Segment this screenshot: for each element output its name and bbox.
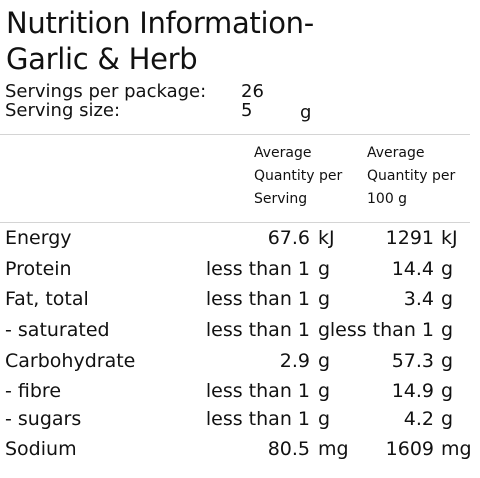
per-serving-value: 2.9 (279, 350, 310, 372)
table-row: Sodium 80.5 mg 1609 mg (0, 434, 480, 464)
table-row: Protein less than 1 g 14.4 g (0, 254, 480, 284)
per-serving-value: less than 1 (205, 380, 310, 402)
per-serving-value: 67.6 (267, 227, 310, 249)
per-100g-unit: kJ (441, 227, 458, 249)
per-100g-value: 14.4 (391, 258, 434, 280)
per-serving-unit: kJ (318, 227, 335, 249)
per-100g-unit: g (441, 408, 454, 430)
per-serving-value: less than 1 (205, 319, 310, 341)
per-100g-value: 3.4 (403, 288, 434, 310)
panel-title-line-2: Garlic & Herb (6, 42, 198, 76)
per-serving-unit: g (318, 288, 331, 310)
serving-size-value: 5 (241, 100, 253, 121)
per-100g-value: 1291 (385, 227, 434, 249)
nutrient-name: - fibre (5, 380, 62, 402)
per-100g-value: 1609 (385, 438, 434, 460)
per-100g-value: 4.2 (403, 408, 434, 430)
column-header-per-100g: Average Quantity per 100 g (367, 145, 456, 207)
per-serving-value: less than 1 (205, 258, 310, 280)
nutrient-name: Energy (5, 227, 72, 249)
table-row: Fat, total less than 1 g 3.4 g (0, 284, 480, 314)
divider-top (0, 134, 470, 135)
per-serving-unit: g (318, 258, 331, 280)
divider-header (0, 222, 470, 223)
serving-size-unit: g (300, 102, 312, 123)
per-100g-unit: g (441, 319, 454, 341)
per-serving-value: less than 1 (205, 288, 310, 310)
table-row: - sugars less than 1 g 4.2 g (0, 404, 480, 434)
table-row: - fibre less than 1 g 14.9 g (0, 376, 480, 406)
nutrient-name: Protein (5, 258, 72, 280)
nutrient-name: - sugars (5, 408, 82, 430)
servings-per-package-label: Servings per package: (5, 81, 207, 102)
per-100g-unit: mg (441, 438, 472, 460)
per-100g-unit: g (441, 380, 454, 402)
per-100g-value: 57.3 (391, 350, 434, 372)
table-row: - saturated less than 1 g less than 1 g (0, 315, 480, 345)
per-serving-value: less than 1 (205, 408, 310, 430)
per-serving-unit: g (318, 350, 331, 372)
serving-size-label: Serving size: (5, 100, 121, 121)
nutrient-name: - saturated (5, 319, 110, 341)
servings-per-package-value: 26 (241, 81, 264, 102)
per-100g-unit: g (441, 350, 454, 372)
per-serving-unit: mg (318, 438, 349, 460)
per-serving-unit: g (318, 408, 331, 430)
per-serving-unit: g (318, 380, 331, 402)
per-100g-value: 14.9 (391, 380, 434, 402)
table-row: Carbohydrate 2.9 g 57.3 g (0, 346, 480, 376)
table-row: Energy 67.6 kJ 1291 kJ (0, 223, 480, 253)
per-serving-value: 80.5 (267, 438, 310, 460)
per-100g-value: less than 1 (329, 319, 434, 341)
per-serving-unit: g (318, 319, 331, 341)
panel-title-line-1: Nutrition Information- (6, 6, 314, 40)
per-100g-unit: g (441, 288, 454, 310)
nutrient-name: Fat, total (5, 288, 89, 310)
per-100g-unit: g (441, 258, 454, 280)
nutrient-name: Sodium (5, 438, 77, 460)
column-header-per-serving: Average Quantity per Serving (254, 145, 343, 207)
nutrient-name: Carbohydrate (5, 350, 136, 372)
